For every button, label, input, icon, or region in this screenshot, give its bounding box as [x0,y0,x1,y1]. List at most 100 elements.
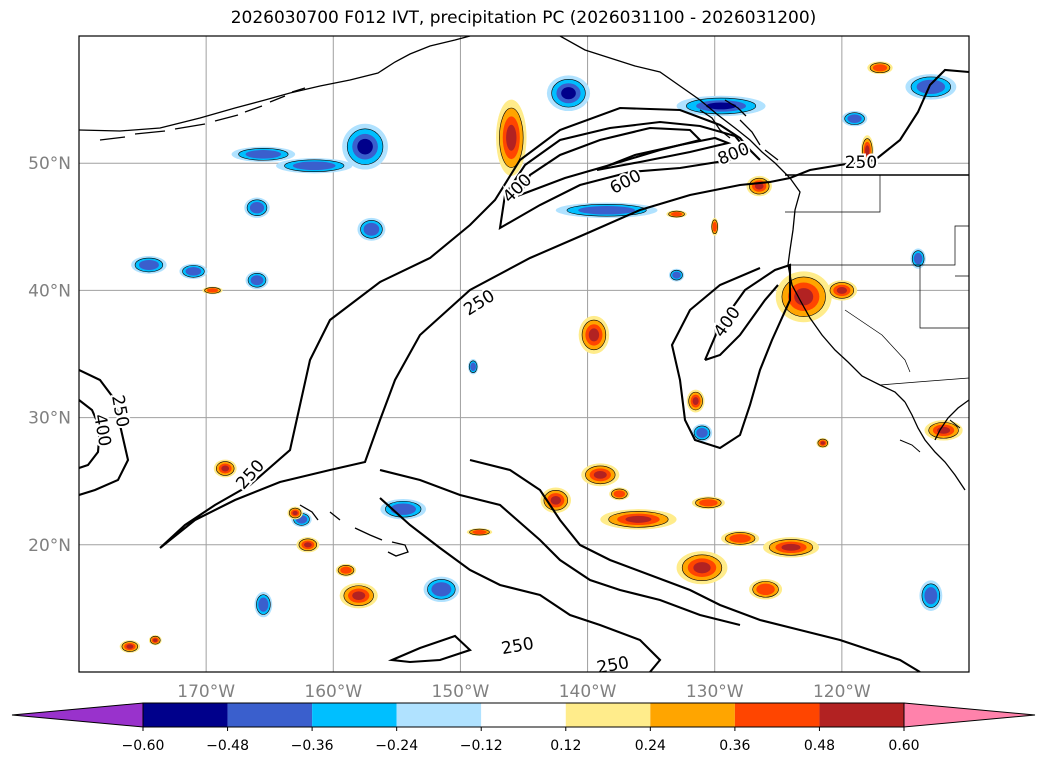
contour-label: 250 [595,653,630,678]
positive-precip-anomaly [867,61,893,75]
positive-precip-anomaly [609,487,630,501]
colorbar-segment [565,703,651,727]
contour-label: 250 [845,153,877,173]
ivt-contour-400-east [670,263,792,450]
positive-precip-anomaly [296,537,320,553]
colorbar-extend-high [903,702,1036,728]
positive-precip-anomaly [335,563,357,577]
negative-precip-anomaly [910,248,926,269]
positive-precip-anomaly [860,135,874,166]
lat-tick-label: 50°N [28,154,71,174]
positive-precip-anomaly [666,210,687,218]
colorbar-tick-label: −0.48 [206,738,249,754]
negative-precip-anomaly [546,75,591,112]
longitude-labels: 170°W 160°W 150°W 140°W 130°W 120°W [177,682,871,702]
positive-precip-anomaly [686,389,705,413]
colorbar-segment [819,703,904,727]
colorbar-segment [227,703,313,727]
positive-precip-anomaly [924,420,963,441]
positive-precip-anomaly [600,509,677,530]
positive-precip-anomaly [816,437,830,449]
colorbar-segment [143,703,228,727]
negative-precip-anomaly [131,256,167,274]
positive-precip-anomaly [746,175,772,197]
contour-label: 250 [107,394,132,429]
lon-tick-label: 160°W [304,682,362,702]
colorbar-tick-label: −0.36 [291,738,334,754]
negative-precip-anomaly [380,499,427,520]
negative-precip-anomaly [254,591,273,618]
baja-california-coast [904,399,969,491]
colorbar-tick-label: 0.48 [804,738,835,754]
colorbar-segment [650,703,735,727]
negative-precip-anomaly [668,268,685,282]
ivt-contour-250-southeast [379,458,921,672]
colorbar-segment [312,703,397,727]
colorbar-extend-low [11,702,144,728]
negative-precip-anomaly [676,95,766,117]
positive-precip-anomaly [676,551,728,585]
positive-precip-anomaly [749,579,783,600]
ivt-contour-250-west [79,369,130,497]
ivt-contour-800 [596,136,732,172]
hawaii-islands [299,504,409,557]
positive-precip-anomaly [148,635,162,646]
positive-precip-anomaly [540,487,572,513]
positive-precip-anomaly [578,315,610,355]
lon-tick-label: 170°W [177,682,235,702]
negative-precip-anomaly [468,359,479,375]
latitude-labels: 50°N 40°N 30°N 20°N [28,154,71,556]
lon-tick-label: 140°W [559,682,617,702]
colorbar-outline [142,702,905,728]
negative-precip-anomaly [231,146,296,162]
negative-precip-anomaly [244,197,270,218]
sierra-madre-coast [899,419,961,453]
positive-precip-anomaly [202,286,223,295]
coastlines [79,36,969,557]
colorbar-segment [396,703,482,727]
negative-precip-anomaly [919,580,943,611]
colorbar-segment [481,703,566,727]
map-title: 2026030700 F012 IVT, precipitation PC (2… [230,8,817,28]
lat-tick-label: 20°N [28,536,71,556]
positive-precip-anomaly [691,496,725,510]
aleutian-islands [99,87,306,141]
negative-precip-anomaly [357,217,386,241]
colorbar-tick-label: 0.36 [719,738,750,754]
map-frame [78,35,970,673]
positive-precip-anomaly [496,99,527,176]
positive-precip-anomaly [721,530,760,547]
positive-precip-anomaly [287,506,303,520]
lon-tick-label: 130°W [686,682,744,702]
ivt-contour-600 [517,126,703,197]
negative-precip-anomaly [841,111,868,127]
colorbar-tick-label: −0.12 [460,738,503,754]
positive-precip-anomaly [581,463,620,487]
colorbar: −0.60 −0.48 −0.36 −0.24 −0.12 0.12 0.24 0.36 0.4… [11,702,1036,754]
positive-precip-anomaly [466,528,493,536]
lon-tick-label: 120°W [813,682,871,702]
state-borders [785,175,969,373]
lat-tick-label: 30°N [28,409,71,429]
colorbar-tick-label: 0.24 [635,738,666,754]
precipitation-field [119,61,963,653]
lat-tick-label: 40°N [28,281,71,301]
negative-precip-anomaly [423,576,460,603]
negative-precip-anomaly [179,263,208,279]
positive-precip-anomaly [119,640,141,653]
us-mexico-border [879,377,969,386]
ivt-contour-250-main [159,68,969,549]
colorbar-tick-label: −0.24 [375,738,418,754]
ivt-contour-400-west [79,399,102,469]
gulf-of-alaska-coast [559,36,906,403]
negative-precip-anomaly [276,158,353,174]
negative-precip-anomaly [342,123,388,170]
negative-precip-anomaly [245,271,269,290]
ivt-contour-250-south-lower [379,497,662,672]
lon-tick-label: 150°W [432,682,490,702]
negative-precip-anomaly [905,74,957,100]
negative-precip-anomaly [691,423,713,442]
positive-precip-anomaly [339,582,378,609]
ivt-contour-400-north [498,120,747,230]
